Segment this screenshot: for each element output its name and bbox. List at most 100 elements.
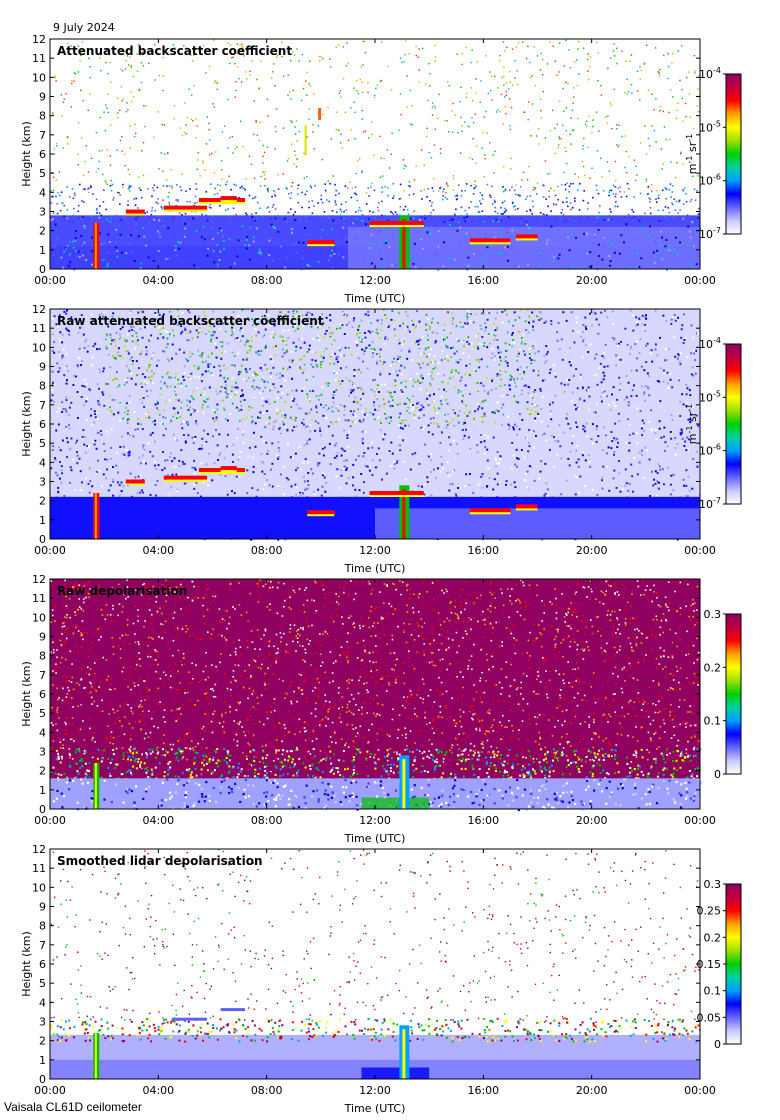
speckle [401, 381, 403, 384]
speckle [103, 311, 106, 314]
speckle [447, 185, 449, 187]
speckle [232, 56, 234, 58]
speckle [301, 371, 304, 374]
speckle [315, 406, 318, 409]
speckle [198, 448, 201, 450]
speckle [190, 372, 193, 375]
speckle [524, 220, 526, 222]
speckle [574, 173, 576, 175]
speckle [427, 324, 429, 327]
speckle [321, 158, 323, 161]
speckle [424, 443, 427, 446]
speckle [379, 251, 381, 254]
speckle [254, 196, 257, 198]
speckle [500, 206, 502, 209]
speckle [87, 445, 90, 448]
speckle [672, 489, 675, 492]
speckle [650, 429, 653, 432]
speckle [437, 268, 440, 271]
speckle [658, 465, 661, 468]
speckle [345, 65, 348, 67]
speckle [231, 377, 234, 380]
speckle [598, 130, 600, 132]
speckle [98, 160, 100, 163]
speckle [286, 368, 289, 371]
speckle [550, 225, 553, 228]
speckle [51, 349, 54, 352]
speckle [453, 424, 456, 427]
speckle [168, 399, 171, 402]
speckle [330, 228, 333, 231]
speckle [251, 310, 254, 312]
speckle [619, 490, 622, 493]
speckle [194, 422, 197, 424]
speckle [464, 422, 466, 424]
speckle [346, 445, 349, 448]
speckle [100, 433, 103, 436]
speckle [471, 158, 474, 160]
speckle [644, 212, 646, 215]
speckle [343, 450, 346, 452]
speckle [636, 90, 639, 92]
speckle [200, 444, 203, 447]
speckle [127, 368, 130, 371]
speckle [616, 128, 618, 130]
speckle [324, 332, 327, 335]
speckle [144, 105, 147, 107]
speckle [227, 445, 230, 448]
speckle [329, 254, 332, 257]
speckle [528, 413, 531, 416]
speckle [582, 386, 584, 389]
speckle [121, 150, 123, 152]
speckle [509, 378, 512, 381]
speckle [318, 55, 320, 58]
speckle [548, 448, 551, 451]
speckle [587, 389, 590, 391]
speckle [468, 126, 471, 128]
speckle [618, 124, 620, 127]
speckle [528, 165, 530, 168]
speckle [587, 202, 589, 204]
speckle [457, 414, 460, 417]
speckle [690, 220, 693, 223]
speckle [342, 467, 345, 470]
speckle [244, 189, 247, 191]
speckle [666, 382, 669, 385]
speckle [80, 364, 82, 367]
speckle [238, 410, 240, 412]
speckle [656, 380, 659, 382]
speckle [532, 325, 534, 328]
speckle [696, 332, 699, 335]
speckle [146, 381, 149, 384]
speckle [679, 431, 682, 434]
speckle [156, 400, 159, 403]
speckle [543, 321, 546, 324]
speckle [595, 440, 598, 443]
speckle [627, 401, 630, 404]
speckle [216, 444, 219, 447]
speckle [512, 454, 515, 457]
speckle [91, 423, 94, 426]
speckle [293, 397, 296, 400]
speckle [52, 254, 55, 257]
speckle [649, 225, 651, 228]
speckle [295, 166, 298, 168]
speckle [73, 72, 75, 74]
speckle [505, 112, 507, 115]
speckle [99, 116, 101, 119]
speckle [457, 371, 460, 374]
speckle [296, 158, 298, 160]
speckle [220, 351, 223, 354]
speckle [497, 252, 500, 255]
speckle [597, 52, 600, 54]
y-tick-label: 0 [39, 263, 46, 276]
speckle [227, 208, 229, 210]
speckle [582, 145, 584, 147]
speckle [262, 461, 265, 464]
speckle [86, 419, 88, 422]
speckle [277, 314, 280, 317]
speckle [456, 452, 459, 455]
speckle [653, 261, 656, 264]
speckle [576, 84, 579, 87]
speckle [504, 342, 506, 345]
